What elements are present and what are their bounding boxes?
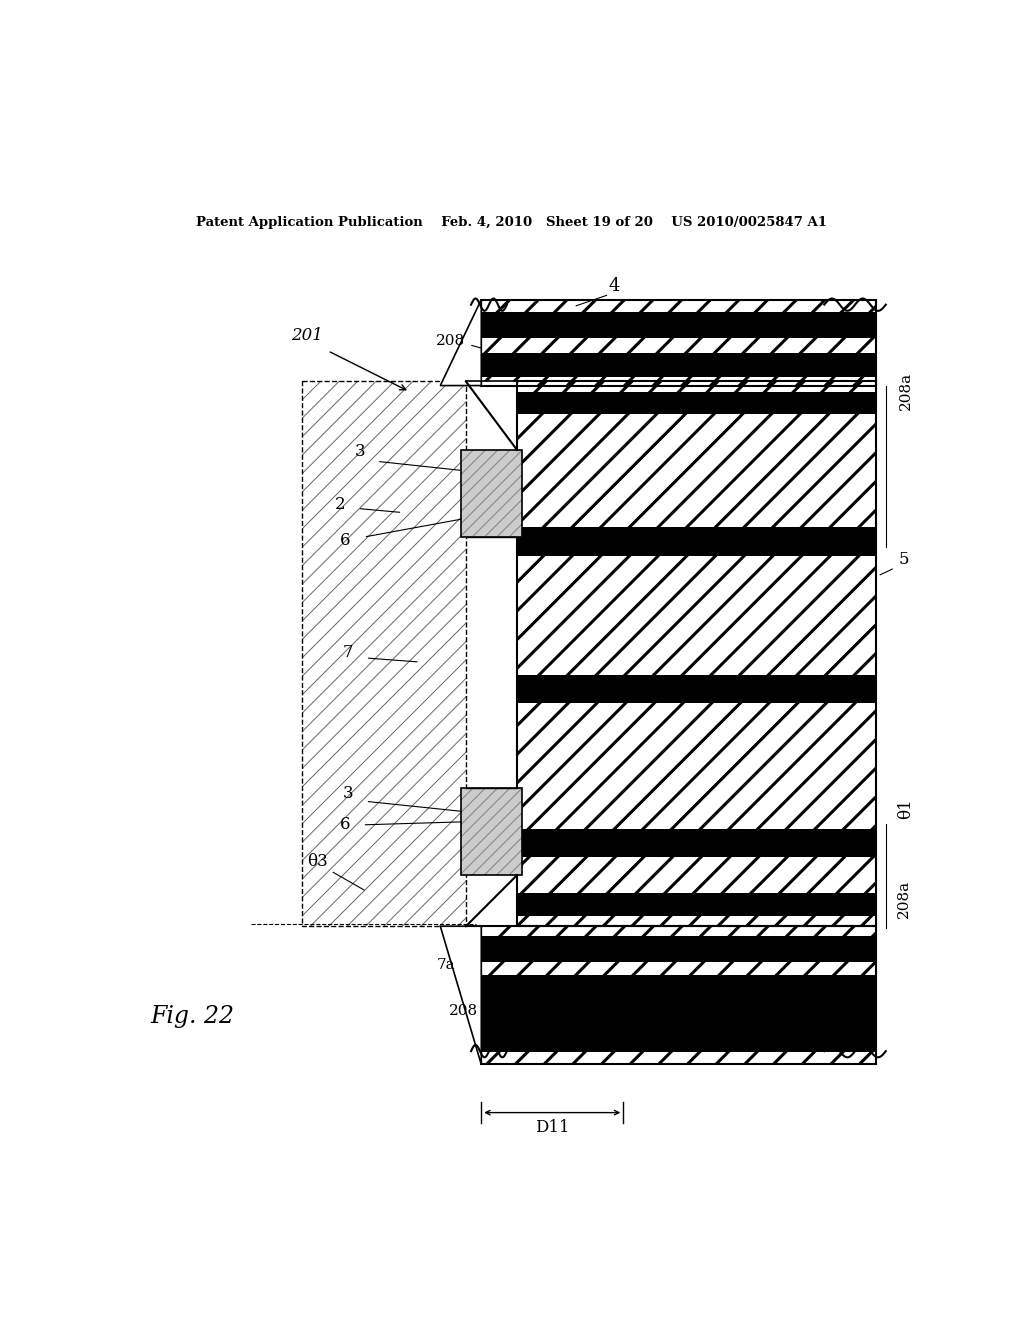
Polygon shape	[481, 352, 876, 378]
Polygon shape	[517, 527, 876, 556]
Polygon shape	[461, 450, 522, 537]
Polygon shape	[481, 975, 876, 1052]
Polygon shape	[481, 300, 876, 385]
Text: 201: 201	[291, 327, 324, 345]
Polygon shape	[481, 312, 876, 338]
Polygon shape	[440, 927, 481, 1064]
Polygon shape	[517, 676, 876, 704]
Text: 208a: 208a	[899, 372, 913, 409]
Polygon shape	[517, 829, 876, 857]
Polygon shape	[461, 788, 522, 875]
Text: 4: 4	[608, 277, 621, 296]
Text: 7: 7	[343, 644, 353, 661]
Text: 208: 208	[436, 334, 465, 347]
Text: 6: 6	[340, 816, 350, 833]
Polygon shape	[481, 927, 876, 1064]
Polygon shape	[440, 300, 481, 385]
Text: 5: 5	[899, 552, 909, 568]
Polygon shape	[517, 392, 876, 414]
Polygon shape	[517, 894, 876, 916]
Polygon shape	[481, 936, 876, 962]
Text: 7a: 7a	[437, 958, 456, 972]
Text: Fig. 22: Fig. 22	[151, 1005, 234, 1028]
Text: 3: 3	[355, 442, 366, 459]
Polygon shape	[517, 381, 876, 927]
Text: Patent Application Publication    Feb. 4, 2010   Sheet 19 of 20    US 2010/00258: Patent Application Publication Feb. 4, 2…	[197, 216, 827, 230]
Polygon shape	[302, 381, 466, 927]
Text: 2: 2	[335, 496, 345, 513]
Text: 3: 3	[343, 784, 353, 801]
Text: θ3: θ3	[307, 853, 328, 870]
Polygon shape	[466, 381, 517, 537]
Text: 208a: 208a	[897, 879, 911, 917]
Text: θ1: θ1	[897, 799, 914, 818]
Text: D11: D11	[535, 1119, 569, 1137]
Text: 208: 208	[450, 1005, 478, 1018]
Polygon shape	[466, 788, 517, 927]
Text: 6: 6	[340, 532, 350, 549]
